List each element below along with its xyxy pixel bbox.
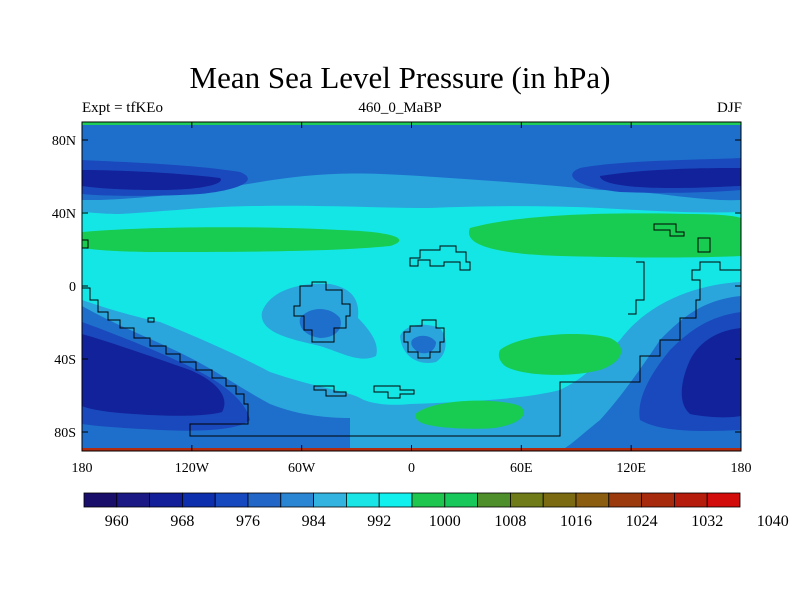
lon-tick-label: 180 <box>72 461 93 476</box>
colorbar-swatch <box>411 492 446 508</box>
colorbar-swatch <box>608 492 642 508</box>
colorbar-swatch <box>575 492 610 508</box>
lat-tick-label: 80S <box>54 426 76 441</box>
north-core-west <box>82 170 221 190</box>
colorbar: 960 968 976 984 992 1000 1008 1016 1024 1032 1040 <box>83 492 789 530</box>
north-core-east <box>600 168 741 188</box>
colorbar-label: 1032 <box>691 513 723 530</box>
lon-tick-label: 60E <box>510 461 533 476</box>
colorbar-swatch <box>641 492 675 508</box>
south-core-east <box>681 328 741 418</box>
map-title: Mean Sea Level Pressure (in hPa) <box>189 60 611 95</box>
contour-fill <box>82 122 741 451</box>
coast-island-b <box>373 385 415 399</box>
colorbar-label: 1040 <box>757 513 789 530</box>
colorbar-label: 992 <box>367 513 391 530</box>
time-label: 460_0_MaBP <box>358 100 442 116</box>
lat-tick-label: 0 <box>69 280 76 295</box>
high-north-atlantic <box>82 227 400 252</box>
colorbar-swatch <box>149 492 183 508</box>
colorbar-swatch <box>247 492 282 508</box>
colorbar-swatch <box>706 492 741 508</box>
lat-tick-label: 40S <box>54 353 76 368</box>
colorbar-swatch <box>542 492 577 508</box>
lon-tick-label: 120E <box>616 461 646 476</box>
coast-north-american-fragment <box>82 239 89 249</box>
colorbar-label: 1008 <box>494 513 526 530</box>
coast-island-a <box>313 385 347 397</box>
coast-africa-fragment <box>403 319 445 359</box>
colorbar-label: 1024 <box>626 513 658 530</box>
longitude-axis: 180 120W 60W 0 60E 120E 180 <box>72 122 752 476</box>
south-core-west <box>82 334 225 416</box>
colorbar-swatch <box>116 492 151 508</box>
colorbar-swatch <box>477 492 511 508</box>
pacific-low-984 <box>299 309 341 338</box>
colorbar-swatch <box>509 492 544 508</box>
colorbar-label: 968 <box>170 513 194 530</box>
colorbar-swatch <box>280 492 314 508</box>
colorbar-swatch <box>444 492 478 508</box>
experiment-label: Expt = tfKEo <box>82 100 163 116</box>
lon-tick-label: 0 <box>408 461 415 476</box>
lon-tick-label: 180 <box>731 461 752 476</box>
lat-tick-label: 40N <box>52 207 76 222</box>
season-label: DJF <box>716 100 742 116</box>
colorbar-label: 976 <box>236 513 260 530</box>
coast-island-d <box>697 237 711 253</box>
colorbar-swatch <box>313 492 347 508</box>
colorbar-swatch <box>378 492 413 508</box>
colorbar-swatch <box>345 492 380 508</box>
latitude-axis: 80N 40N 0 40S 80S <box>52 134 741 441</box>
high-south-polar <box>415 400 524 429</box>
colorbar-swatch <box>83 492 118 508</box>
colorbar-label: 1016 <box>560 513 592 530</box>
colorbar-swatch <box>674 492 708 508</box>
coast-asia-fragment <box>628 261 645 315</box>
coast-pacific-island <box>293 281 351 343</box>
coast-island-e <box>147 317 155 323</box>
lat-tick-label: 80N <box>52 134 76 149</box>
colorbar-label: 984 <box>302 513 326 530</box>
coast-island-c <box>653 223 685 237</box>
lon-tick-label: 60W <box>288 461 316 476</box>
lon-tick-label: 120W <box>175 461 210 476</box>
coast-south-america <box>82 261 741 437</box>
colorbar-swatch <box>214 492 249 508</box>
high-south-indian <box>498 334 622 375</box>
colorbar-label: 960 <box>105 513 129 530</box>
land-outlines <box>82 223 741 437</box>
colorbar-label: 1000 <box>429 513 461 530</box>
coast-europe-fragment <box>409 245 471 271</box>
africa-low-984 <box>411 335 436 354</box>
colorbar-swatch <box>181 492 216 508</box>
